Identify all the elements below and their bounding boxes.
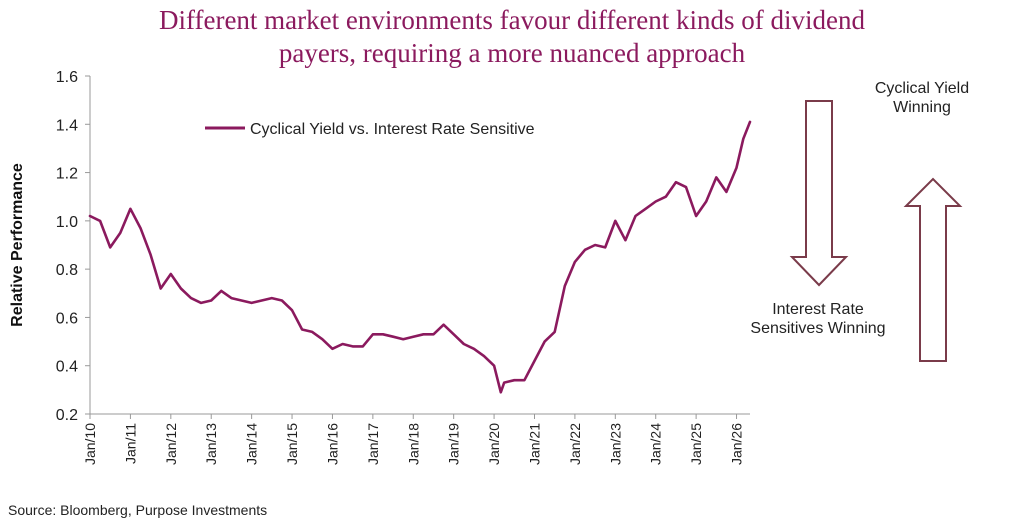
x-tick-label: Jan/16: [324, 423, 340, 465]
x-tick-label: Jan/19: [446, 423, 462, 465]
x-tick-label: Jan/23: [607, 423, 623, 465]
cyclical-yield-winning-label: Cyclical Yield Winning: [852, 79, 992, 117]
y-tick-label: 1.4: [56, 117, 78, 134]
x-tick-label: Jan/14: [244, 423, 260, 465]
legend-label: Cyclical Yield vs. Interest Rate Sensiti…: [250, 121, 535, 138]
x-tick-label: Jan/12: [163, 423, 179, 465]
up-arrow-icon: [903, 177, 963, 362]
x-tick-label: Jan/15: [284, 423, 300, 465]
x-tick-label: Jan/26: [729, 423, 745, 465]
x-tick-label: Jan/13: [203, 423, 219, 465]
cyclical-label-line-2: Winning: [893, 99, 951, 116]
series-line: [88, 120, 752, 394]
y-tick-label: 0.2: [56, 407, 78, 424]
x-tick-label: Jan/22: [567, 423, 583, 465]
y-axis-title: Relative Performance: [9, 163, 26, 327]
y-tick-label: 1.6: [56, 69, 78, 86]
x-tick-label: Jan/18: [405, 423, 421, 465]
x-tick-label: Jan/25: [688, 423, 704, 465]
interest-label-line-2: Sensitives Winning: [750, 320, 886, 337]
source-note: Source: Bloomberg, Purpose Investments: [8, 502, 268, 518]
cyclical-label-line-1: Cyclical Yield: [874, 80, 970, 97]
y-tick-label: 1.2: [56, 166, 78, 183]
y-tick-label: 0.8: [56, 262, 78, 279]
x-tick-label: Jan/11: [122, 423, 138, 464]
x-tick-label: Jan/17: [365, 423, 381, 465]
chart-title-line-2: payers, requiring a more nuanced approac…: [278, 38, 746, 68]
y-tick-label: 0.6: [56, 310, 78, 327]
y-tick-label: 1.0: [56, 214, 78, 231]
chart-title: Different market environments favour dif…: [0, 4, 1024, 70]
chart-title-line-1: Different market environments favour dif…: [158, 5, 866, 35]
x-tick-label: Jan/21: [526, 423, 542, 465]
x-tick-label: Jan/10: [82, 423, 98, 465]
y-tick-label: 0.4: [56, 359, 78, 376]
interest-rate-winning-label: Interest Rate Sensitives Winning: [733, 300, 903, 338]
x-tick-label: Jan/20: [486, 423, 502, 465]
interest-label-line-1: Interest Rate: [772, 301, 864, 318]
x-tick-label: Jan/24: [648, 423, 664, 465]
down-arrow-icon: [789, 100, 849, 287]
